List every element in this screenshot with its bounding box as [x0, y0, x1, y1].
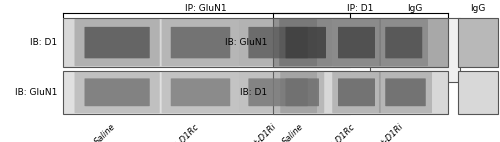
- Text: Tat-D1Ri: Tat-D1Ri: [246, 122, 278, 142]
- Bar: [458, 18, 498, 67]
- Text: IP: GluN1: IP: GluN1: [186, 4, 227, 13]
- Text: Saline: Saline: [282, 122, 306, 142]
- FancyBboxPatch shape: [380, 19, 428, 66]
- Bar: [370, 18, 460, 82]
- FancyBboxPatch shape: [280, 71, 324, 113]
- FancyBboxPatch shape: [74, 19, 160, 66]
- Bar: [272, 71, 448, 114]
- Text: IB: GluN1: IB: GluN1: [225, 38, 268, 47]
- FancyBboxPatch shape: [385, 78, 426, 106]
- Text: IB: GluN1: IB: GluN1: [15, 88, 58, 97]
- FancyBboxPatch shape: [84, 78, 150, 106]
- FancyBboxPatch shape: [240, 71, 317, 113]
- Text: Saline: Saline: [92, 122, 117, 142]
- FancyBboxPatch shape: [248, 78, 308, 106]
- Text: IgG: IgG: [408, 4, 422, 13]
- Text: IP: D1: IP: D1: [347, 4, 373, 13]
- FancyBboxPatch shape: [279, 19, 332, 66]
- Text: IB: D1: IB: D1: [240, 88, 268, 97]
- FancyBboxPatch shape: [162, 19, 240, 66]
- FancyBboxPatch shape: [74, 71, 160, 113]
- Text: Tat-D1Rc: Tat-D1Rc: [324, 122, 356, 142]
- FancyBboxPatch shape: [286, 78, 319, 106]
- FancyBboxPatch shape: [338, 27, 375, 58]
- FancyBboxPatch shape: [286, 27, 326, 58]
- FancyBboxPatch shape: [170, 78, 230, 106]
- FancyBboxPatch shape: [379, 71, 432, 113]
- Bar: [62, 18, 350, 67]
- FancyBboxPatch shape: [332, 19, 381, 66]
- FancyBboxPatch shape: [338, 78, 375, 106]
- Text: IB: D1: IB: D1: [30, 38, 58, 47]
- Bar: [62, 71, 350, 114]
- FancyBboxPatch shape: [240, 19, 317, 66]
- FancyBboxPatch shape: [84, 27, 150, 58]
- FancyBboxPatch shape: [385, 27, 422, 58]
- Bar: [458, 71, 498, 114]
- FancyBboxPatch shape: [170, 27, 230, 58]
- FancyBboxPatch shape: [248, 27, 308, 58]
- FancyBboxPatch shape: [332, 71, 381, 113]
- FancyBboxPatch shape: [162, 71, 240, 113]
- Text: IgG: IgG: [470, 4, 485, 13]
- Text: Tat-D1Rc: Tat-D1Rc: [168, 122, 200, 142]
- Bar: [272, 18, 448, 67]
- Text: Tat-D1Ri: Tat-D1Ri: [374, 122, 406, 142]
